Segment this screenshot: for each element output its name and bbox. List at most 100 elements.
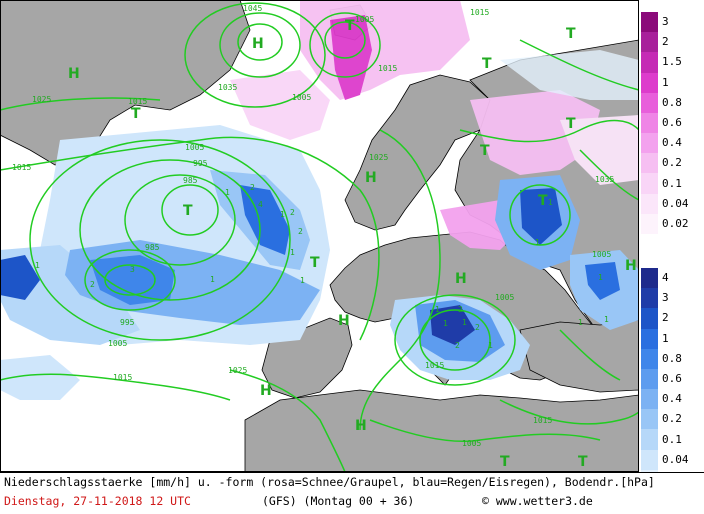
isobar-label: 1005 [185,143,204,152]
isobar-label: 1015 [128,97,147,106]
precip-value-label: 1 [300,276,305,285]
high-pressure-label: H [68,66,80,82]
snow-label: 0.6 [662,116,682,129]
precip-value-label: 1 [210,275,215,284]
high-pressure-label: H [252,36,264,52]
rain-label: 1 [662,331,669,345]
isobar-label: 1005 [292,93,311,102]
high-pressure-label: H [338,313,350,329]
isobar-label: 1025 [369,153,388,162]
precip-value-label: 1 [280,210,285,219]
snow-label: 0.02 [662,216,689,230]
precip-value-label: 2 [290,208,295,217]
snow-swatch [641,12,658,33]
high-pressure-label: H [260,383,272,399]
precip-value-label: 3 [130,265,135,274]
precip-value-label: 1 [443,319,448,328]
rain-label: 0.2 [662,412,682,426]
precip-value-label: 1 [578,318,583,327]
isobar-label: 1045 [243,4,262,13]
isobar-label: 1035 [595,175,614,184]
rain-swatch [641,268,658,289]
description-text: Niederschlagsstaerke [mm/h] u. -form (ro… [4,475,655,489]
rain-label: 0.04 [662,452,689,466]
rain-swatch [641,288,658,309]
rain-color-bar [641,268,658,491]
map-frame [0,0,639,472]
rain-swatch [641,389,658,410]
precip-value-label: 1 [488,341,493,350]
rain-swatch [641,348,658,370]
isobars [0,2,639,472]
snow-legend: 3 2 1.5 1 0.8 0.6 0.4 0.2 0.1 0.04 0.02 [640,12,704,235]
isobar-label: 1015 [533,416,552,425]
snow-label: 2 [662,35,669,49]
precip-value-label: 1 [35,261,40,270]
high-pressure-label: H [455,271,467,287]
date-text: Dienstag, 27-11-2018 12 UTC [4,494,191,508]
precip-value-label: 1 [548,198,553,207]
low-pressure-label: T [345,18,355,34]
snow-label: 0.8 [662,95,682,109]
high-pressure-label: H [355,418,367,434]
snow-color-bar [641,12,658,235]
isobar-label: 995 [120,318,135,327]
model-text: (GFS) (Montag 00 + 36) [262,494,415,508]
precip-value-label: 2 [475,323,480,332]
precip-value-label: 2 [455,341,460,350]
rain-label: 0.8 [662,351,682,365]
low-pressure-label: T [482,56,492,72]
isobar-label: 1005 [462,439,481,448]
rain-label: 4 [662,271,669,285]
snow-swatch [641,32,658,53]
weather-map: H H H H H H H H T T T T T T T T T T T 1045 1035 1025 1015 1005 9… [0,0,639,472]
rain-label: 0.1 [662,432,682,446]
isobar-label: 1025 [228,366,247,375]
rain-swatch [641,308,658,330]
snow-label: 1 [662,75,669,89]
rain-swatch [641,328,658,350]
snow-label: 0.1 [662,176,682,190]
isobar-label: 1005 [495,293,514,302]
low-pressure-label: T [538,193,548,209]
snow-swatch [641,193,658,215]
low-pressure-label: T [566,26,576,42]
low-pressure-label: T [566,116,576,132]
low-pressure-label: T [183,203,193,219]
low-pressure-label: T [500,454,510,470]
rain-label: 3 [662,291,669,305]
map-labels: H H H H H H H H T T T T T T T T T T T 1045 1035 1025 1015 1005 9… [12,4,637,470]
precip-value-label: 1 [535,238,540,247]
isobar-label: 1015 [425,361,444,370]
precip-value-label: 2 [298,227,303,236]
high-pressure-label: H [365,170,377,186]
precip-value-label: 4 [258,200,263,209]
snow-label: 0.4 [662,136,682,150]
rain-label: 0.4 [662,392,682,406]
snow-swatch [641,153,658,174]
snow-label: 0.2 [662,156,682,170]
footer: Niederschlagsstaerke [mm/h] u. -form (ro… [0,472,704,514]
isobar-label: 1025 [32,95,51,104]
credit-text: © www.wetter3.de [482,494,593,508]
low-pressure-label: T [480,143,490,159]
snow-swatch [641,72,658,94]
snow-label: 0.04 [662,196,689,210]
isobar-label: 995 [193,159,208,168]
rain-label: 0.6 [662,372,682,385]
precip-value-label: 1 [604,315,609,324]
precip-value-label: 1 [225,188,230,197]
rain-swatch [641,368,658,390]
isobar-label: 1005 [592,250,611,259]
isobar-label: 1015 [378,64,397,73]
snow-swatch [641,213,658,235]
precip-value-label: 1 [290,248,295,257]
rain-swatch [641,449,658,471]
isobar-label: 1015 [12,163,31,172]
snow-swatch [641,112,658,134]
snow-swatch [641,92,658,114]
low-pressure-label: T [310,255,320,271]
isobar-label: 1005 [108,339,127,348]
low-pressure-label: T [131,106,141,122]
